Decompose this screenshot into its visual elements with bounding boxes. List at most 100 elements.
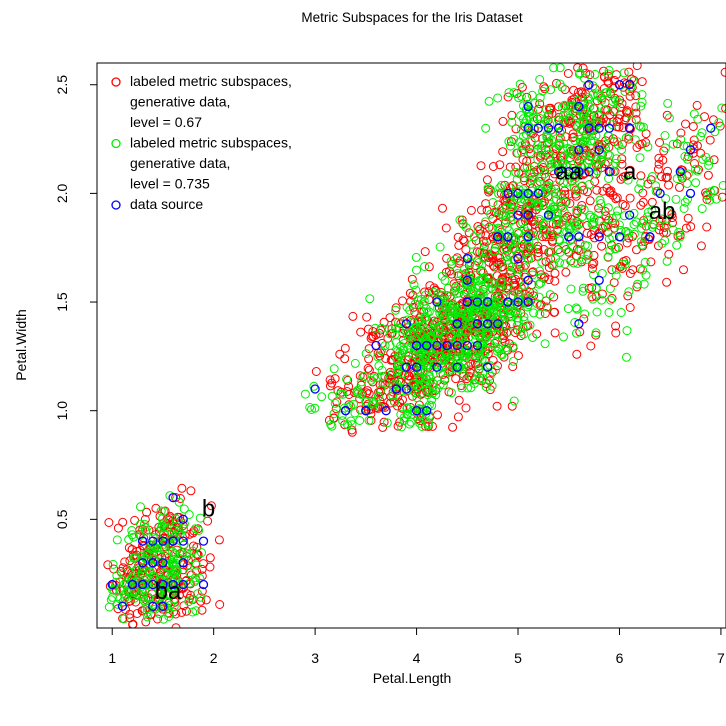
green-generated-point [572,328,581,338]
green-generated-point [162,569,172,579]
red-generated-point [340,343,350,353]
red-generated-point [618,200,628,209]
green-generated-point [504,182,514,192]
green-generated-point [603,253,613,262]
x-tick-label: 7 [717,650,725,666]
green-generated-point [640,257,650,267]
red-generated-point [618,123,628,133]
green-generated-point [149,526,159,536]
green-generated-point [562,177,572,187]
green-generated-point [595,195,605,205]
green-generated-point [305,402,315,412]
green-generated-point [622,326,632,336]
green-generated-point [551,253,561,263]
red-generated-point [198,559,208,569]
red-generated-point [605,186,615,196]
green-generated-point [604,174,614,183]
red-generated-point [599,66,609,76]
red-generated-point [441,223,451,233]
green-generated-point [624,108,634,118]
red-generated-point [433,410,442,420]
green-generated-point [509,88,519,98]
green-generated-point [620,87,630,97]
red-generated-point [664,180,674,190]
red-generated-point [620,201,630,211]
green-generated-point [544,139,554,148]
green-generated-point [490,246,500,256]
green-generated-point [115,585,125,595]
green-generated-point [495,183,505,193]
green-generated-point [440,275,450,285]
chart-title: Metric Subspaces for the Iris Dataset [301,10,523,25]
green-generated-point [127,590,137,600]
green-generated-point [605,87,615,97]
green-generated-point [633,279,643,289]
green-generated-point [537,146,547,156]
red-generated-point [617,159,627,169]
green-generated-point [374,361,384,371]
red-generated-point [533,244,543,254]
data-source-point [482,297,493,307]
green-generated-point [477,247,487,257]
red-generated-point [375,351,385,361]
red-generated-point [523,223,533,233]
green-generated-point [466,383,476,393]
green-generated-point [509,356,518,366]
red-generated-point [118,563,128,573]
x-tick-label: 1 [108,650,116,666]
green-generated-point [660,131,670,140]
green-generated-point [513,309,522,319]
data-source-point [452,362,462,372]
red-generated-point [524,229,534,238]
green-generated-point [501,211,511,221]
green-generated-point [603,203,613,213]
data-source-point [624,123,635,133]
green-generated-point [672,240,682,250]
green-generated-point [553,224,563,234]
green-generated-point [594,208,604,218]
data-source-point [564,167,574,177]
red-generated-point [182,606,191,616]
green-generated-point [612,211,621,221]
green-generated-point [424,418,434,428]
red-generated-point [662,110,672,120]
green-generated-point [149,542,159,551]
green-generated-point [698,154,708,164]
data-source-point [523,101,533,112]
red-generated-point [197,571,207,581]
green-generated-point [490,329,500,339]
green-generated-point [349,399,359,409]
green-generated-point [507,212,516,222]
green-generated-point [503,281,513,290]
green-generated-point [579,283,588,293]
green-generated-point [514,249,524,259]
red-generated-point [476,161,486,171]
green-generated-point [660,236,670,246]
red-generated-point [363,363,373,373]
green-generated-point [167,529,177,539]
red-generated-point [720,67,726,77]
red-generated-point [125,613,135,623]
green-generated-point [668,225,678,235]
red-generated-point [398,296,407,306]
green-generated-point [522,198,532,208]
red-generated-point [561,267,571,277]
legend-entry-text: generative data, [130,94,230,110]
green-generated-point [545,290,555,300]
red-generated-point [657,172,666,182]
red-generated-point [607,293,617,303]
data-source-point [533,123,543,133]
green-generated-point [596,156,606,165]
red-generated-point [579,185,588,195]
green-generated-point [550,159,560,169]
data-source-point [462,275,472,285]
green-generated-point [157,514,167,524]
red-generated-point [186,486,196,496]
data-source-points-layer [107,80,716,611]
green-generated-point [518,188,528,198]
legend: labeled metric subspaces, generative data… [111,73,292,212]
green-generated-point [461,223,471,233]
y-tick-label: 0.5 [54,509,70,529]
green-generated-point [515,79,525,89]
data-source-point [310,384,320,394]
